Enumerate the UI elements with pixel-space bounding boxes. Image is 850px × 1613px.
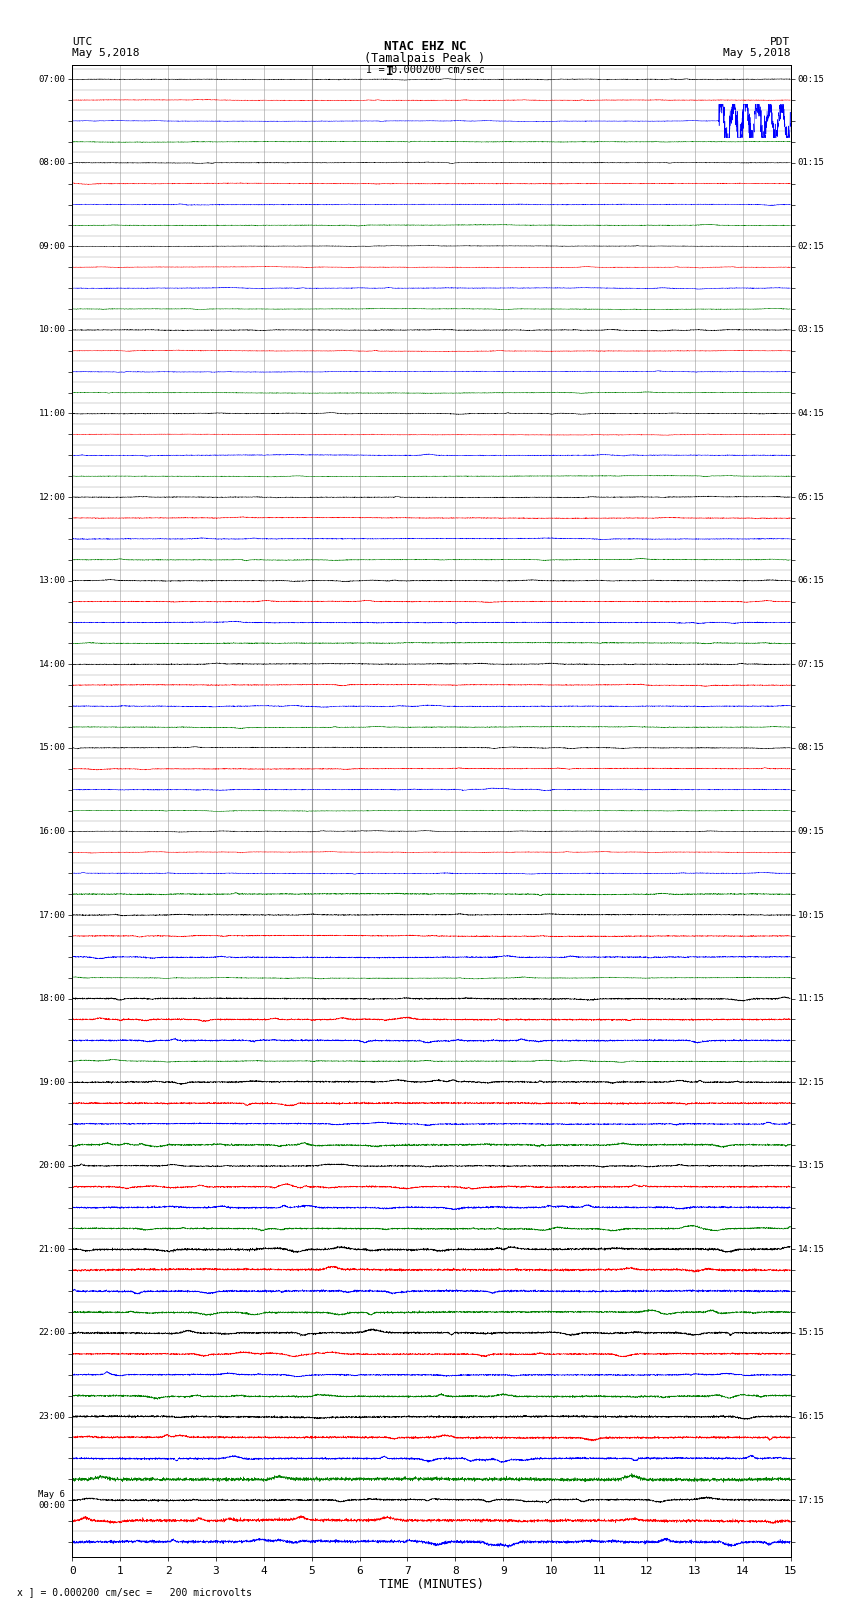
Text: I = 0.000200 cm/sec: I = 0.000200 cm/sec: [366, 65, 484, 74]
Text: May 5,2018: May 5,2018: [72, 48, 139, 58]
Text: (Tamalpais Peak ): (Tamalpais Peak ): [365, 52, 485, 65]
Text: PDT: PDT: [770, 37, 790, 47]
Text: NTAC EHZ NC: NTAC EHZ NC: [383, 40, 467, 53]
Text: I: I: [386, 65, 393, 77]
Text: May 5,2018: May 5,2018: [723, 48, 791, 58]
Text: x ] = 0.000200 cm/sec =   200 microvolts: x ] = 0.000200 cm/sec = 200 microvolts: [17, 1587, 252, 1597]
X-axis label: TIME (MINUTES): TIME (MINUTES): [379, 1579, 484, 1592]
Text: UTC: UTC: [72, 37, 93, 47]
